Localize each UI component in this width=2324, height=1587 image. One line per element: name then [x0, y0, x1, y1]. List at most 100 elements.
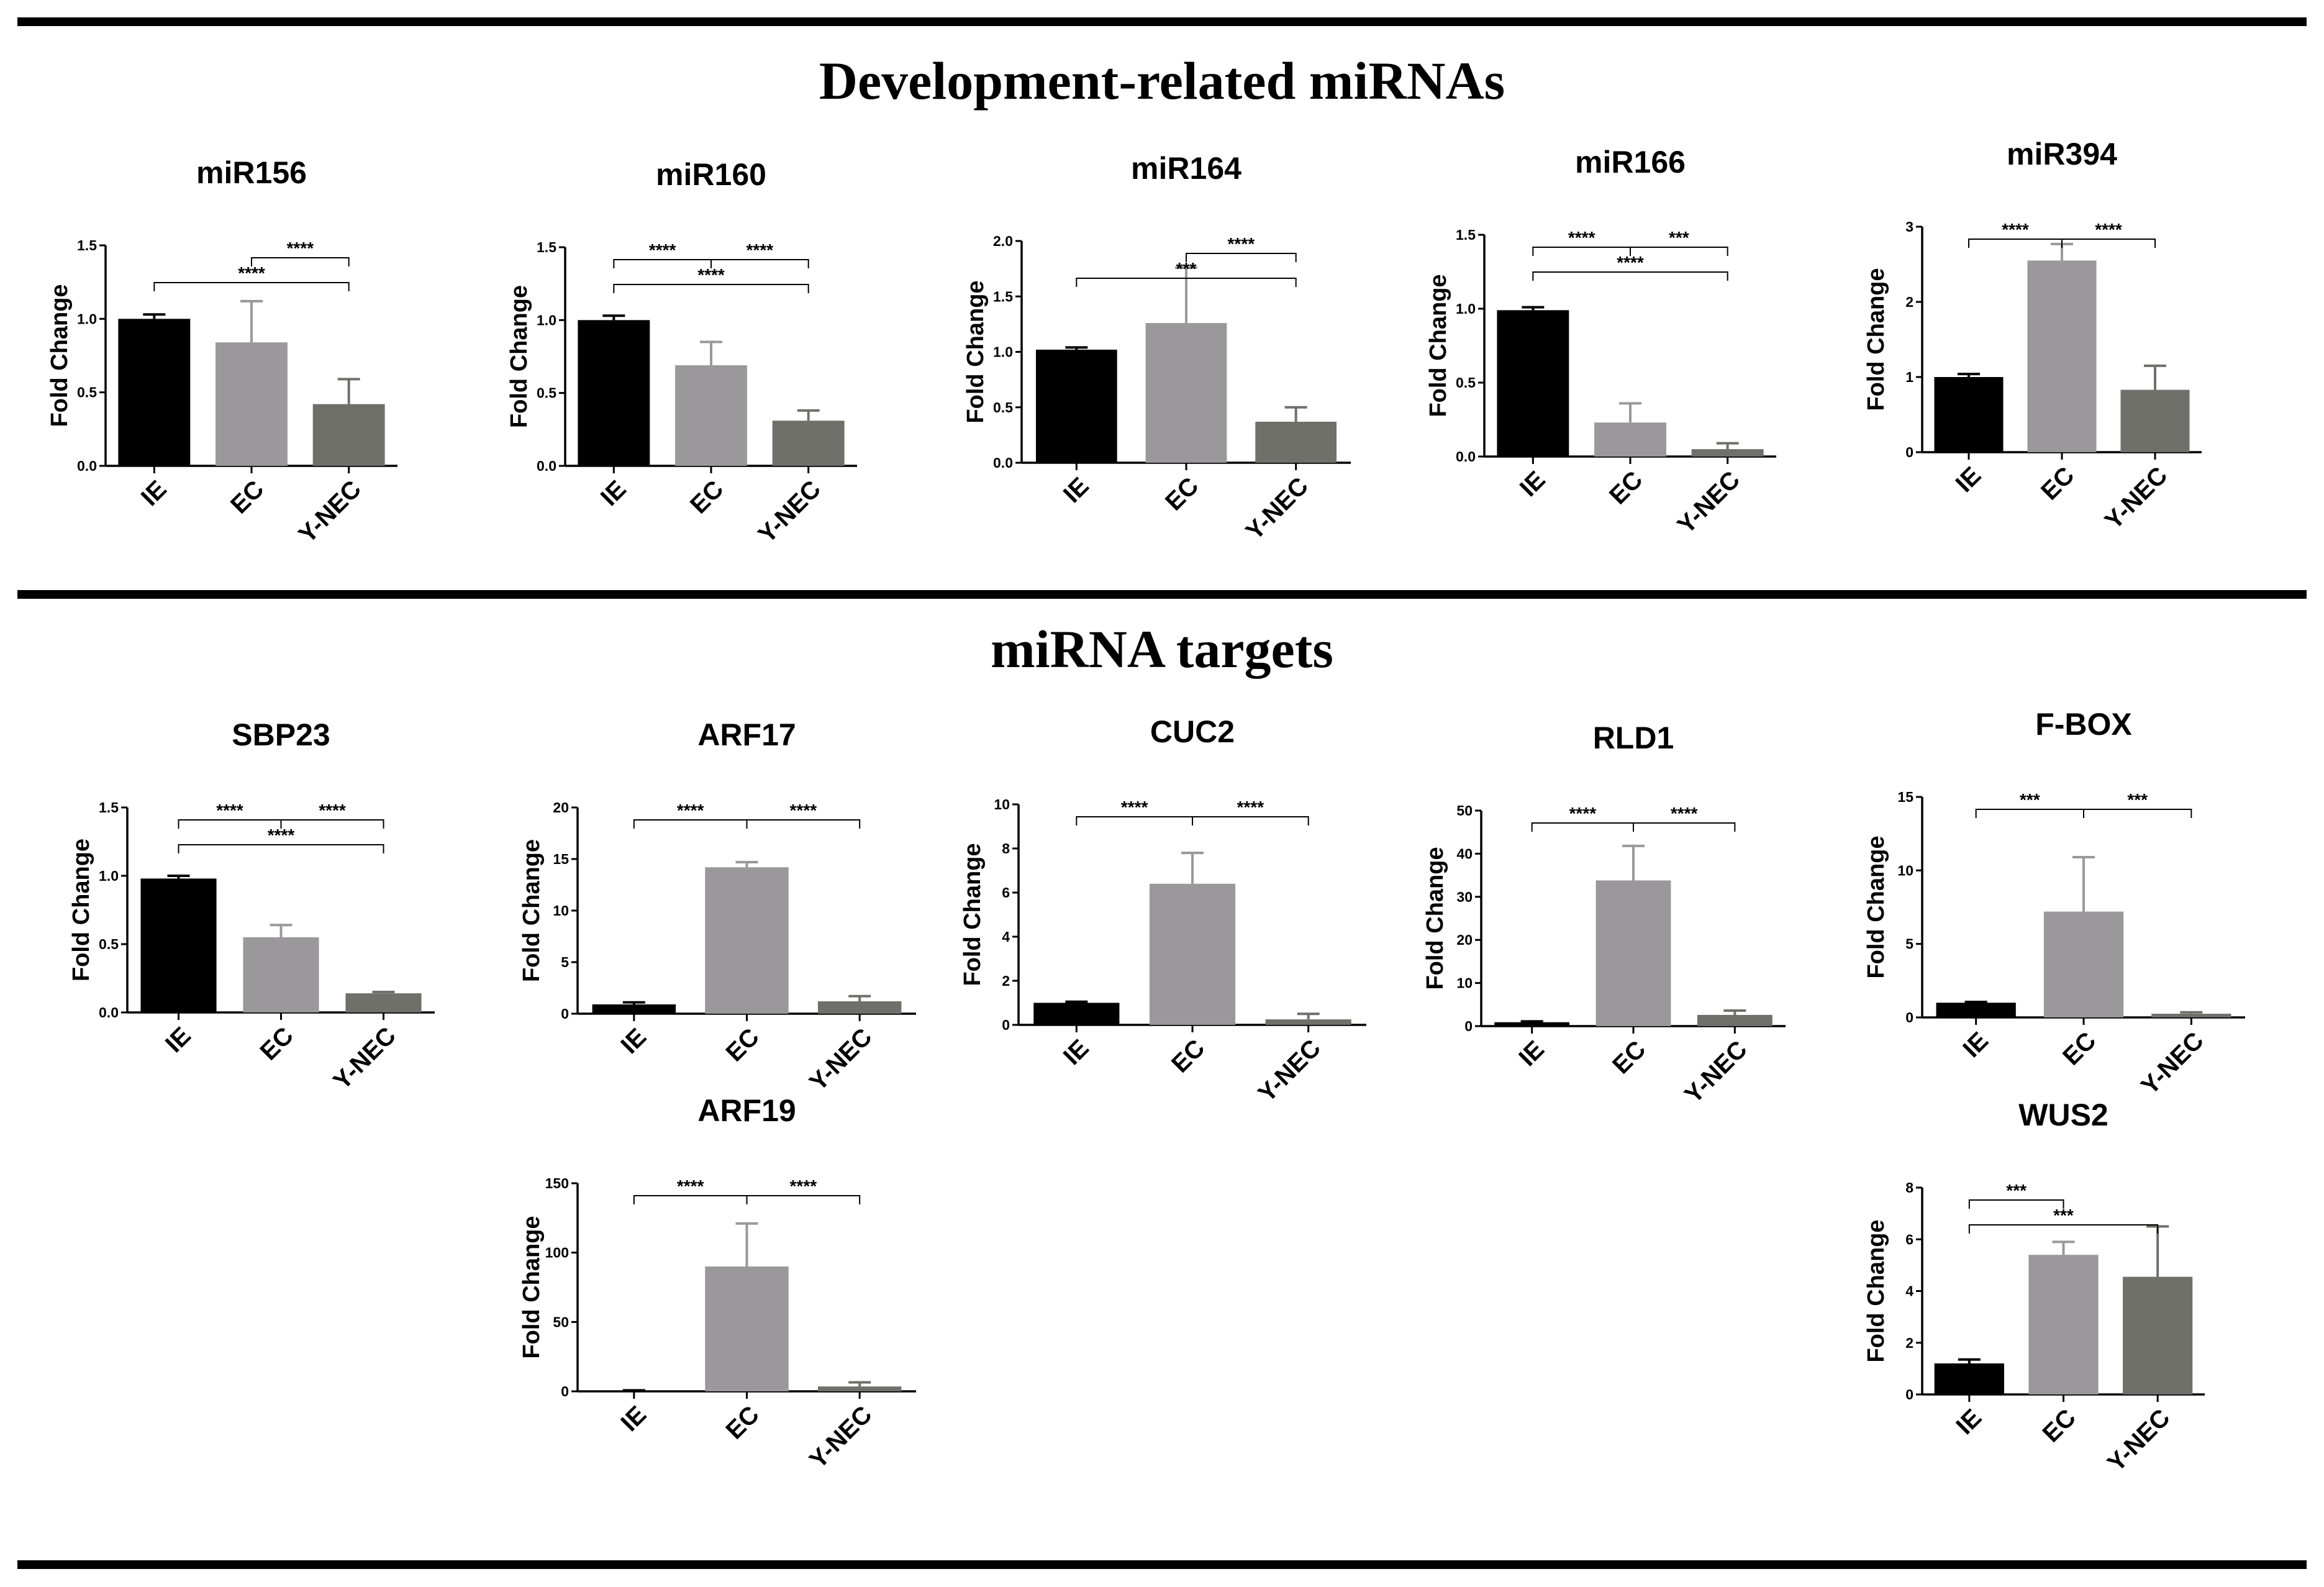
- category-label-IE: IE: [1958, 1027, 1994, 1063]
- chart-title: miR164: [1131, 151, 1241, 186]
- y-tick-label: 0.0: [537, 458, 556, 474]
- y-tick-label: 4: [1002, 929, 1010, 945]
- section-title-targets: miRNA targets: [991, 619, 1333, 679]
- significance-bracket: [1975, 809, 2084, 818]
- y-tick-label: 150: [545, 1175, 569, 1191]
- y-tick-label: 3: [1905, 219, 1913, 235]
- significance-bracket: [633, 819, 748, 829]
- y-tick-label: 2: [1905, 294, 1913, 310]
- y-tick-label: 10: [994, 796, 1010, 812]
- category-label-IE: IE: [160, 1022, 196, 1058]
- category-label-IE: IE: [1058, 1034, 1094, 1070]
- category-label-Y-NEC: Y-NEC: [753, 475, 826, 548]
- bar-EC: [1145, 323, 1227, 463]
- y-tick-label: 15: [1897, 789, 1913, 805]
- bar-IE: [118, 319, 191, 466]
- y-tick-label: 2.0: [993, 233, 1013, 249]
- y-tick-label: 1.0: [77, 311, 97, 327]
- bar-Y-NEC: [772, 421, 845, 466]
- significance-label: ****: [1237, 798, 1264, 817]
- significance-bracket: [1192, 816, 1309, 825]
- bar-Y-NEC: [1265, 1019, 1351, 1025]
- significance-bracket: [633, 1195, 748, 1204]
- y-tick-label: 10: [1456, 975, 1473, 991]
- chart-panel-ARF19: ARF19 Fold Change 0 50 100 150 IE EC Y-NEC **** **…: [519, 1093, 916, 1474]
- y-tick-label: 4: [1905, 1283, 1913, 1299]
- significance-bracket: [280, 819, 384, 829]
- bar-IE: [140, 878, 217, 1012]
- category-label-EC: EC: [255, 1022, 298, 1065]
- significance-label: ***: [2127, 790, 2148, 809]
- chart-panel-miR394: miR394 Fold Change 0 1 2 3 IE EC Y-NEC **** ****: [1863, 137, 2202, 535]
- bar-IE: [592, 1004, 676, 1014]
- category-label-IE: IE: [1951, 1404, 1987, 1440]
- y-tick-label: 10: [1897, 862, 1913, 878]
- y-tick-label: 1.5: [537, 239, 556, 255]
- y-tick-label: 1.0: [1456, 301, 1476, 317]
- chart-panel-CUC2: CUC2 Fold Change 0 2 4 6 8 10 IE EC Y-NEC **** ****: [960, 714, 1366, 1107]
- significance-label: ****: [268, 825, 295, 845]
- chart-title: ARF17: [697, 717, 796, 752]
- y-tick-label: 0.5: [537, 385, 556, 401]
- category-label-EC: EC: [2036, 462, 2079, 505]
- significance-bracket: [1076, 278, 1297, 287]
- significance-bracket: [2061, 239, 2156, 248]
- significance-label: ***: [2020, 790, 2040, 809]
- y-tick-label: 1.5: [77, 237, 97, 253]
- significance-label: ****: [287, 239, 314, 258]
- significance-label: ****: [1617, 253, 1644, 272]
- y-tick-label: 100: [545, 1245, 569, 1261]
- y-axis-label: Fold Change: [1863, 268, 1889, 411]
- y-tick-label: 0.5: [77, 384, 97, 401]
- bar-IE: [1934, 377, 2004, 452]
- significance-bracket: [1968, 239, 2063, 248]
- bottom-rule: [17, 1560, 2307, 1569]
- category-label-EC: EC: [1160, 472, 1204, 516]
- y-tick-label: 40: [1456, 845, 1473, 862]
- bar-IE: [1494, 1022, 1570, 1026]
- significance-bracket: [710, 259, 809, 268]
- significance-label: ***: [1669, 228, 1689, 247]
- significance-label: ****: [747, 240, 774, 260]
- y-tick-label: 5: [1905, 936, 1913, 952]
- bar-IE: [1497, 310, 1569, 457]
- bar-Y-NEC: [1691, 449, 1764, 457]
- y-tick-label: 0: [1905, 444, 1913, 460]
- significance-label: ****: [2095, 220, 2122, 239]
- bar-IE: [578, 320, 650, 466]
- category-label-IE: IE: [1951, 462, 1987, 498]
- y-tick-label: 10: [553, 903, 569, 919]
- chart-panel-miR160: miR160 Fold Change 0.0 0.5 1.0 1.5 IE EC Y-NEC **…: [506, 157, 857, 548]
- chart-title: miR160: [656, 157, 766, 192]
- bar-Y-NEC: [1697, 1014, 1773, 1026]
- y-tick-label: 8: [1905, 1180, 1913, 1196]
- significance-label: ***: [1176, 259, 1197, 278]
- category-label-Y-NEC: Y-NEC: [2136, 1027, 2209, 1100]
- category-label-Y-NEC: Y-NEC: [1672, 466, 1745, 539]
- y-tick-label: 0: [1905, 1009, 1913, 1025]
- significance-bracket: [613, 259, 712, 268]
- bar-EC: [2028, 1255, 2099, 1394]
- category-label-Y-NEC: Y-NEC: [1679, 1035, 1753, 1109]
- significance-label: ****: [677, 801, 704, 820]
- category-label-Y-NEC: Y-NEC: [1240, 472, 1314, 545]
- y-axis-label: Fold Change: [506, 285, 532, 428]
- y-axis-label: Fold Change: [1863, 1219, 1889, 1362]
- category-label-Y-NEC: Y-NEC: [328, 1022, 401, 1095]
- bar-EC: [705, 1266, 789, 1391]
- bar-IE: [1934, 1363, 2004, 1394]
- category-label-EC: EC: [685, 475, 729, 519]
- chart-title: F-BOX: [2035, 707, 2132, 742]
- bar-IE: [1936, 1003, 2016, 1017]
- bar-Y-NEC: [1255, 421, 1337, 463]
- y-axis-label: Fold Change: [1863, 835, 1889, 978]
- chart-panel-miR156: miR156 Fold Change 0.0 0.5 1.0 1.5 IE EC Y-NEC **…: [47, 155, 397, 548]
- significance-label: ***: [2006, 1181, 2027, 1200]
- y-tick-label: 0: [1464, 1018, 1473, 1034]
- category-label-Y-NEC: Y-NEC: [2102, 1404, 2176, 1477]
- chart-panel-F-BOX: F-BOX Fold Change 0 5 10 15 IE EC Y-NEC *** ***: [1863, 707, 2245, 1100]
- significance-bracket: [178, 844, 384, 853]
- bar-EC: [675, 365, 747, 466]
- significance-bracket: [1968, 1224, 2159, 1234]
- category-label-EC: EC: [2037, 1404, 2081, 1447]
